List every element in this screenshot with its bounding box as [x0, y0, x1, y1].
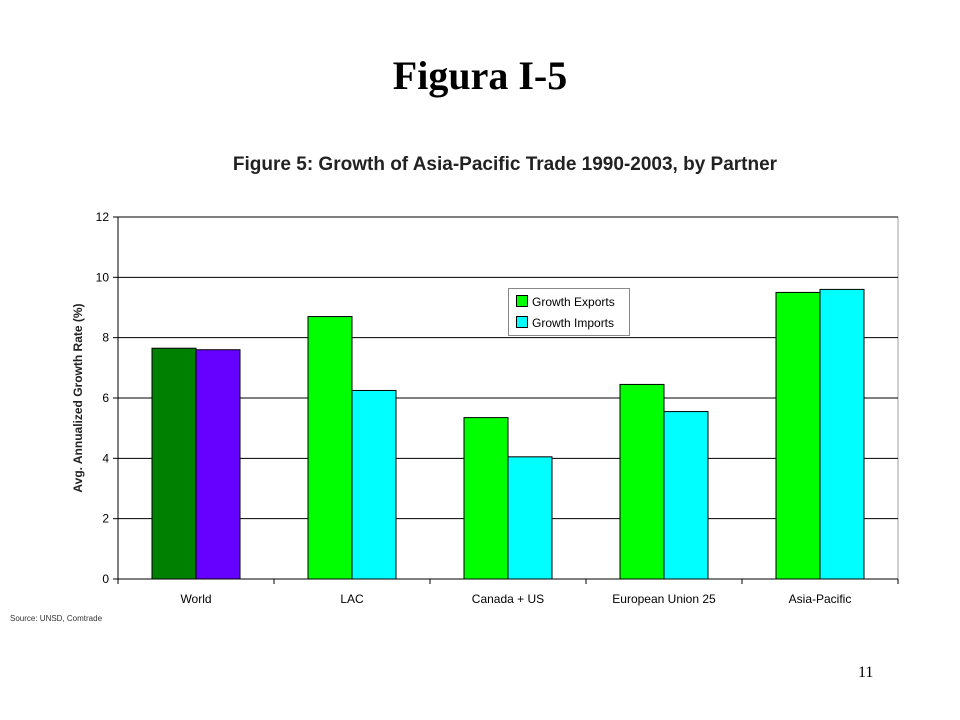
- gridlines: [117, 216, 899, 580]
- tick-labels: 0 2 4 6 8 10 12 World LAC Canada + US European Uni…: [71, 210, 851, 606]
- bar-exports-0: [151, 347, 197, 580]
- legend-item-imports: Growth Imports: [516, 316, 614, 330]
- x-tick-label-4: Asia-Pacific: [789, 592, 852, 606]
- y-tick-label-0: 0: [102, 572, 109, 586]
- bar-imports-4: [819, 288, 865, 580]
- x-tick-label-1: LAC: [340, 592, 364, 606]
- x-tick-label-0: World: [180, 592, 211, 606]
- source-note: Source: UNSD, Comtrade: [10, 614, 103, 623]
- y-tick-label-4: 4: [102, 451, 109, 465]
- y-tick-label-6: 6: [102, 391, 109, 405]
- chart-legend: Growth Exports Growth Imports: [508, 288, 630, 336]
- y-tick-label-2: 2: [102, 512, 109, 526]
- legend-label-imports: Growth Imports: [532, 316, 615, 330]
- legend-item-exports: Growth Exports: [516, 295, 615, 309]
- y-axis-title: Avg. Annualized Growth Rate (%): [71, 303, 85, 492]
- legend-swatch-exports: [516, 295, 528, 307]
- legend-label-exports: Growth Exports: [532, 295, 615, 309]
- bar-exports-3: [619, 383, 665, 580]
- legend-swatch-imports: [516, 316, 528, 328]
- bars: [151, 288, 865, 580]
- bar-imports-3: [663, 411, 709, 580]
- y-tick-label-12: 12: [96, 210, 110, 224]
- bar-exports-2: [463, 417, 509, 580]
- bar-exports-4: [775, 291, 821, 580]
- y-tick-label-8: 8: [102, 331, 109, 345]
- bar-imports-0: [195, 349, 241, 580]
- x-tick-label-3: European Union 25: [612, 592, 716, 606]
- axes: [113, 216, 899, 584]
- bar-exports-1: [307, 316, 353, 580]
- bar-imports-2: [507, 456, 553, 580]
- page-number: 11: [858, 664, 874, 681]
- x-tick-label-2: Canada + US: [472, 592, 544, 606]
- slide-title: Figura I-5: [392, 53, 568, 98]
- y-tick-label-10: 10: [96, 270, 110, 284]
- chart-title: Figure 5: Growth of Asia-Pacific Trade 1…: [232, 154, 778, 175]
- bar-imports-1: [351, 389, 397, 580]
